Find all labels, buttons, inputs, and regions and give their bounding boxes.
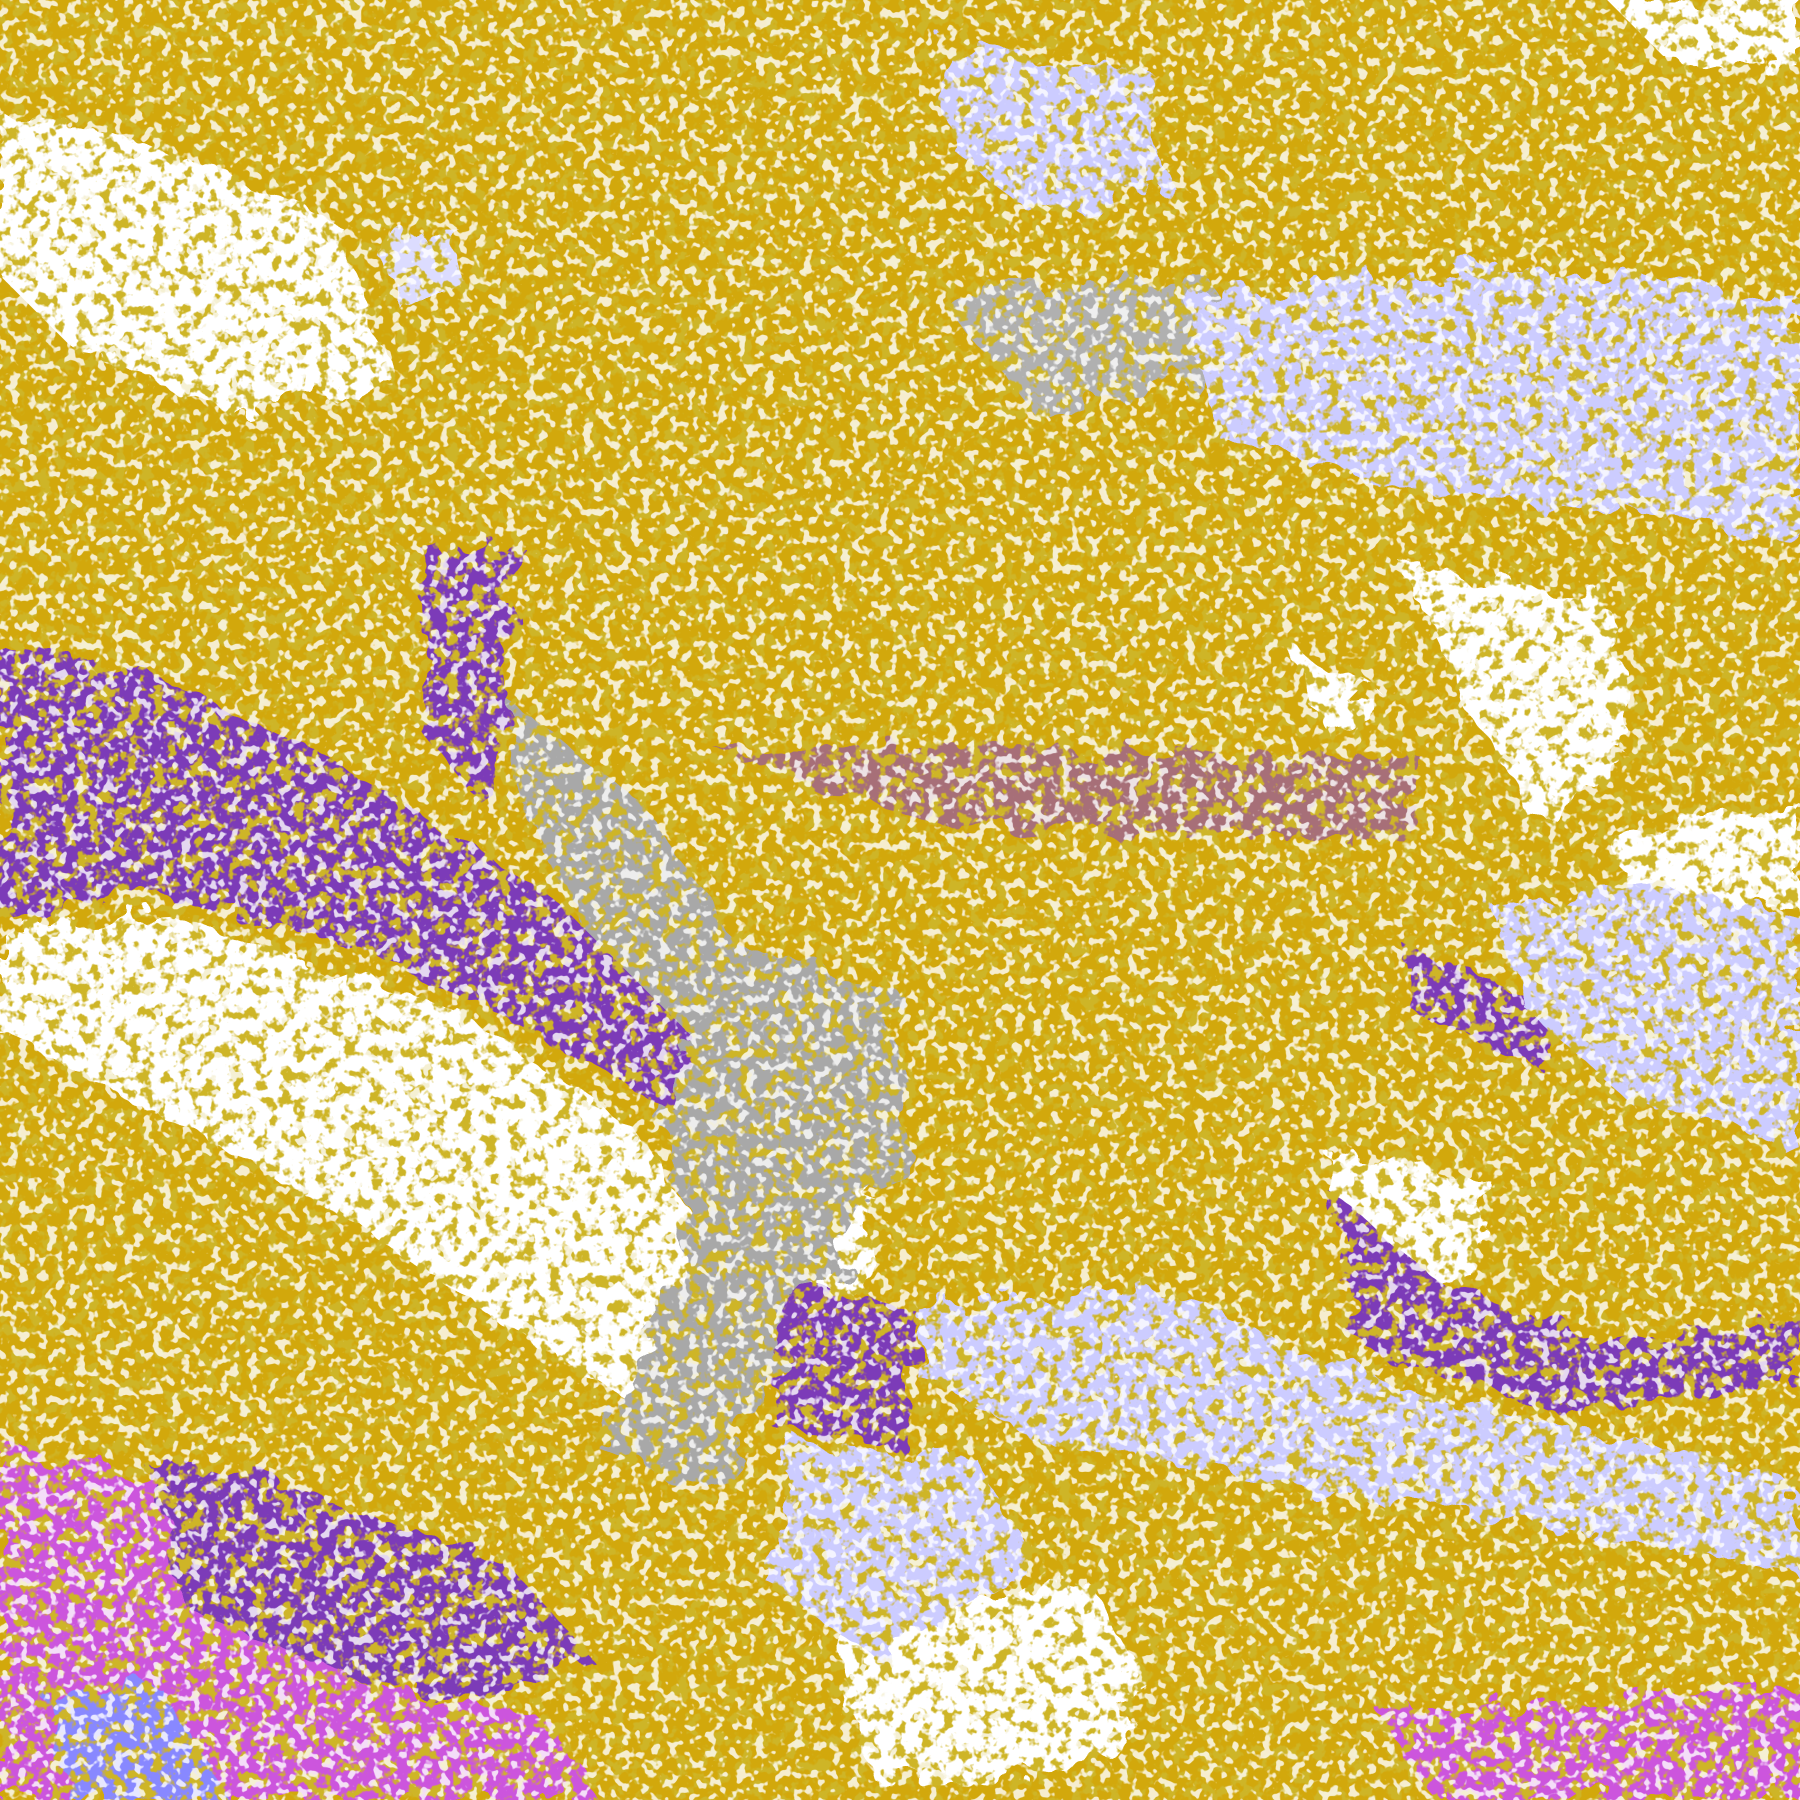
texture-light	[0, 0, 1800, 1800]
page	[0, 0, 1800, 1800]
satellite-image	[0, 0, 1800, 1800]
